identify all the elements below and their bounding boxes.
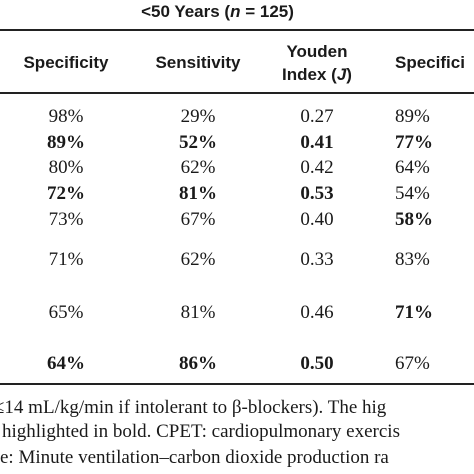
cell-sensitivity: 86%: [179, 353, 217, 374]
cell-youden-index: 0.53: [300, 183, 334, 204]
cell-youden-index: 0.41: [300, 132, 334, 153]
header-youden-line2: Index (J): [262, 63, 372, 86]
cell-specificity-2: 77%: [395, 132, 433, 153]
header-youden-line1: Youden: [286, 42, 348, 61]
cell-youden-index: 0.46: [300, 302, 334, 323]
cell-specificity: 71%: [48, 249, 84, 270]
cell-specificity: 65%: [48, 302, 84, 323]
cell-specificity: 98%: [48, 106, 84, 127]
cell-youden-index: 0.42: [300, 157, 334, 178]
cell-sensitivity: 67%: [180, 209, 216, 230]
header-youden-prefix: Index (: [282, 65, 337, 84]
cell-specificity: 73%: [48, 209, 84, 230]
cell-specificity-2: 67%: [395, 353, 430, 374]
cell-sensitivity: 62%: [180, 157, 216, 178]
cell-sensitivity: 81%: [180, 302, 216, 323]
header-rule: [0, 92, 474, 94]
header-specificity-2: Specifici: [395, 53, 465, 72]
cell-youden-index: 0.50: [300, 353, 334, 374]
cell-sensitivity: 62%: [180, 249, 216, 270]
footnote-line-2: highlighted in bold. CPET: cardiopulmona…: [2, 421, 400, 442]
cell-specificity-2: 89%: [395, 106, 430, 127]
group-title-n: n: [230, 2, 241, 21]
group-title-prefix: <50 Years (: [141, 2, 231, 21]
age-group-title: <50 Years (n = 125): [100, 2, 335, 22]
cell-youden-index: 0.27: [300, 106, 334, 127]
group-title-suffix: = 125): [240, 2, 294, 21]
cell-specificity: 80%: [48, 157, 84, 178]
cell-sensitivity: 29%: [180, 106, 216, 127]
header-sensitivity: Sensitivity: [155, 53, 241, 72]
cell-specificity: 89%: [47, 132, 85, 153]
header-youden-j: J: [336, 65, 347, 84]
cell-specificity-2: 71%: [395, 302, 433, 323]
cell-sensitivity: 81%: [179, 183, 217, 204]
bottom-rule: [0, 383, 474, 385]
header-specificity: Specificity: [23, 53, 109, 72]
cell-specificity-2: 58%: [395, 209, 433, 230]
cell-specificity-2: 54%: [395, 183, 430, 204]
cell-youden-index: 0.40: [300, 209, 334, 230]
footnote-line-3: e: Minute ventilation–carbon dioxide pro…: [0, 447, 389, 468]
cell-sensitivity: 52%: [179, 132, 217, 153]
cell-specificity-2: 64%: [395, 157, 430, 178]
cell-specificity-2: 83%: [395, 249, 430, 270]
footnote-line-1: ≤14 mL/kg/min if intolerant to β-blocker…: [0, 397, 387, 418]
cell-specificity: 72%: [47, 183, 85, 204]
cell-youden-index: 0.33: [300, 249, 334, 270]
header-youden-suffix: ): [346, 65, 352, 84]
cell-specificity: 64%: [47, 353, 85, 374]
top-rule: [0, 29, 474, 31]
header-youden-index: Youden Index (J): [262, 40, 372, 86]
